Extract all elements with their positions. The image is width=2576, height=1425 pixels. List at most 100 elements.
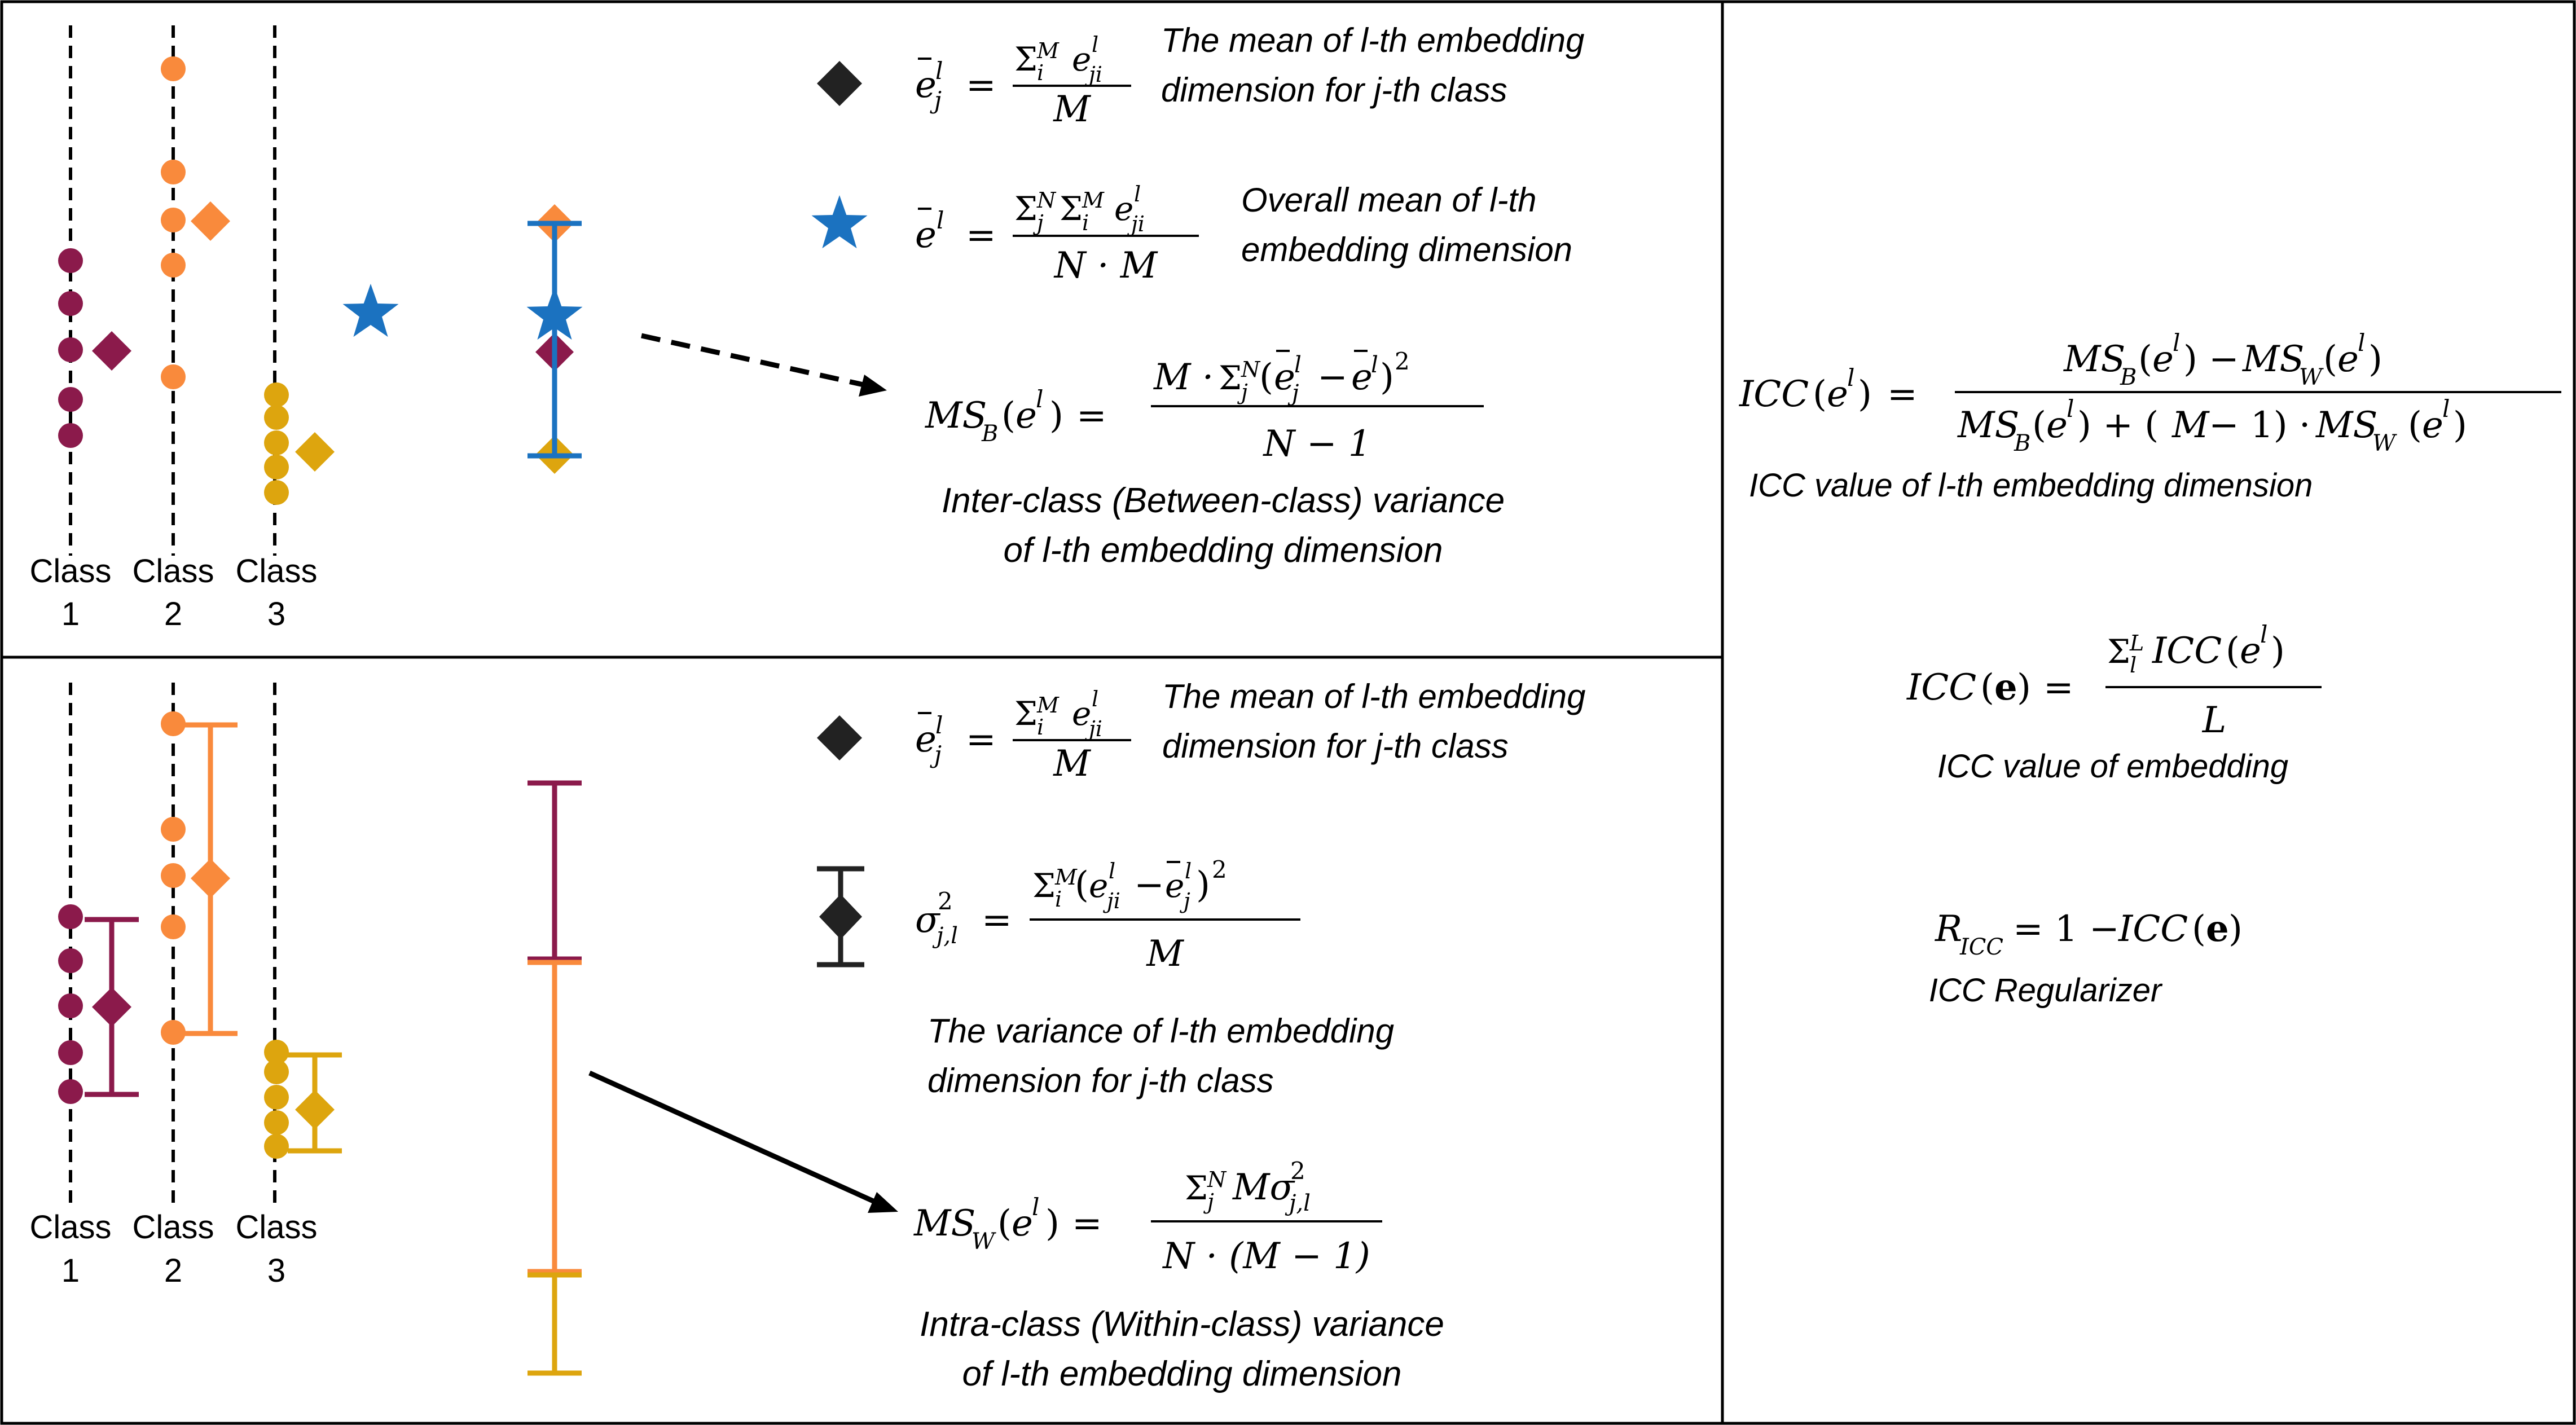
svg-text:MS: MS <box>913 1203 975 1244</box>
class-1-mean-diamond <box>92 987 131 1027</box>
svg-text:l: l <box>937 206 944 234</box>
msb-desc-line-2: of l-th embedding dimension <box>1004 531 1443 570</box>
bottom-panel: Class 1 Class 2 Class 3 e l j = Σ M i e … <box>29 678 1585 1393</box>
svg-text:−: − <box>2209 338 2239 380</box>
svg-text:N · M: N · M <box>1053 245 1158 287</box>
svg-text:2: 2 <box>1395 348 1410 375</box>
svg-text:=: = <box>1076 395 1107 437</box>
data-point <box>264 1040 289 1065</box>
msb-formula: MS B ( e l ) = M · Σ N j ( e l j − e l )… <box>925 348 1484 465</box>
data-point <box>161 817 186 842</box>
svg-text:ICC: ICC <box>2118 908 2188 950</box>
svg-text:): ) <box>1858 373 1872 415</box>
svg-text:MS: MS <box>2242 338 2304 380</box>
data-point <box>58 904 83 929</box>
class-mean-legend-diamond <box>817 715 862 760</box>
class-2-label: Class <box>132 1209 214 1246</box>
data-point <box>58 993 83 1018</box>
data-point <box>58 291 83 316</box>
top-panel: Class 1 Class 2 Class 3 e l j = Σ M i e … <box>29 21 1584 632</box>
svg-text:= 1 −: = 1 − <box>2013 908 2120 950</box>
svg-text:Σ: Σ <box>2107 632 2130 671</box>
svg-text:=: = <box>2043 667 2074 709</box>
svg-text:e: e <box>2046 404 2068 446</box>
class-2-number: 2 <box>164 596 182 632</box>
class-mean-desc-line-2: dimension for j-th class <box>1162 727 1509 765</box>
svg-text:): ) <box>2228 908 2243 950</box>
svg-text:MS: MS <box>2315 404 2377 446</box>
data-point <box>161 914 186 939</box>
svg-text:): ) <box>1380 357 1394 398</box>
overall-mean-desc-line-1: Overall mean of l-th <box>1241 181 1537 219</box>
svg-text:M ·: M · <box>1153 357 1214 398</box>
svg-text:l: l <box>1036 385 1043 413</box>
class-mean-desc-line-1: The mean of l-th embedding <box>1162 678 1585 715</box>
svg-text:l: l <box>2442 395 2450 423</box>
svg-text:Σ: Σ <box>1014 190 1038 228</box>
data-point <box>264 1134 289 1159</box>
icc-desc: ICC value of l-th embedding dimension <box>1749 467 2313 504</box>
svg-text:M: M <box>1054 865 1078 890</box>
svg-text:2: 2 <box>1212 856 1227 883</box>
svg-text:=: = <box>966 214 996 256</box>
data-point <box>58 337 83 362</box>
svg-text:(: ( <box>2138 338 2152 380</box>
svg-text:B: B <box>981 421 998 447</box>
svg-text:B: B <box>2014 430 2030 456</box>
class-2-points <box>161 711 186 1045</box>
svg-text:W: W <box>972 1229 996 1255</box>
svg-text:e: e <box>2422 404 2443 446</box>
svg-text:e: e <box>1165 867 1184 905</box>
svg-text:l: l <box>935 57 943 85</box>
svg-text:(: ( <box>1813 373 1827 415</box>
data-point <box>161 711 186 736</box>
data-point <box>264 455 289 480</box>
svg-text:(: ( <box>2226 630 2240 672</box>
class-3-mean-diamond <box>295 432 335 472</box>
class-1-number: 1 <box>61 1252 80 1289</box>
data-point <box>58 948 83 973</box>
svg-text:N: N <box>1241 357 1261 382</box>
svg-text:): ) <box>2271 630 2285 672</box>
class-mean-formula: e l j = Σ M i e l ji M <box>915 687 1131 785</box>
svg-text:Σ: Σ <box>1060 190 1083 228</box>
svg-text:l: l <box>1371 352 1378 378</box>
data-point <box>264 430 289 455</box>
svg-text:i: i <box>1037 60 1044 85</box>
svg-text:e: e <box>1351 357 1373 398</box>
data-point <box>264 405 289 430</box>
data-point <box>161 1020 186 1045</box>
overall-mean-star <box>342 284 399 337</box>
icc-e-formula: ICC ( e ) = Σ L l ICC ( e l ) L <box>1906 621 2322 741</box>
svg-text:Σ: Σ <box>1185 1169 1208 1207</box>
dashed-arrow-head <box>859 375 887 397</box>
svg-text:ICC: ICC <box>2152 630 2222 672</box>
svg-text:W: W <box>2372 430 2397 456</box>
svg-text:): ) <box>1196 864 1210 906</box>
data-point <box>58 1040 83 1065</box>
svg-text:e: e <box>1994 666 2017 709</box>
svg-text:): ) <box>2453 404 2467 446</box>
svg-text:(: ( <box>1075 864 1089 906</box>
svg-text:i: i <box>1037 715 1044 740</box>
data-point <box>58 423 83 448</box>
svg-text:(: ( <box>1001 395 1016 437</box>
svg-text:−: − <box>1134 864 1164 906</box>
class-1-points <box>58 904 83 1104</box>
svg-text:): ) <box>1049 395 1063 437</box>
svg-text:): ) <box>2368 338 2382 380</box>
svg-text:l: l <box>1294 352 1302 378</box>
variance-formula: σ 2 j,l = Σ M i ( e l ji − e l j ) 2 M <box>915 856 1300 975</box>
svg-text:l: l <box>1092 687 1098 711</box>
class-1-mean-diamond <box>92 331 131 371</box>
class-2-points <box>161 56 186 389</box>
svg-text:N: N <box>1207 1167 1227 1192</box>
class-2-mean-diamond <box>191 201 230 241</box>
svg-text:(: ( <box>1259 357 1273 398</box>
svg-text:e: e <box>1114 190 1133 228</box>
svg-text:e: e <box>2152 338 2174 380</box>
svg-text:R: R <box>1935 908 1962 950</box>
svg-text:ICC: ICC <box>1959 934 2003 960</box>
data-point <box>161 863 186 888</box>
